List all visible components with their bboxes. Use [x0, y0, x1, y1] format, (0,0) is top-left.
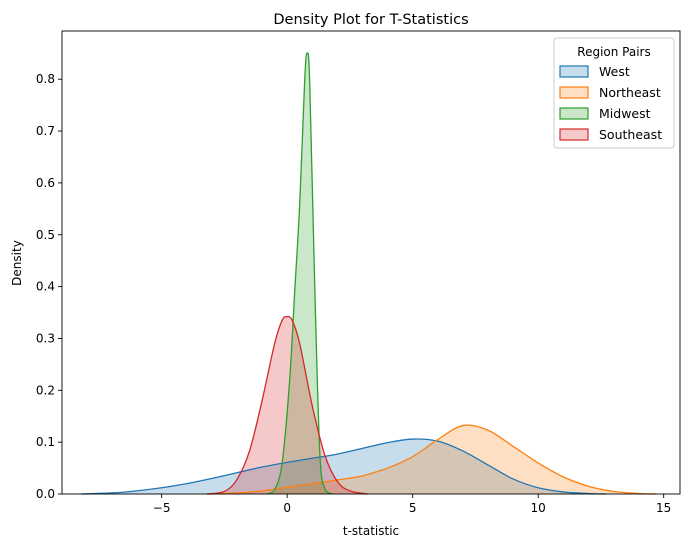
legend: Region Pairs West Northeast Midwest Southea…	[553, 37, 675, 149]
y-tick-label: 0.1	[36, 435, 55, 449]
density-line-midwest	[266, 52, 333, 495]
y-axis-label: Density	[10, 240, 24, 286]
plot-frame	[61, 30, 681, 495]
y-tick-label: 0.4	[36, 280, 55, 294]
y-tick-label: 0.0	[36, 487, 55, 501]
x-tick-label: 5	[409, 501, 417, 515]
legend-swatch-northeast	[559, 86, 589, 99]
legend-swatch-west	[559, 65, 589, 78]
density-line-northeast	[206, 424, 657, 495]
density-line-west	[81, 438, 606, 495]
x-axis: −5 0 5 10 15	[153, 494, 671, 515]
chart-title: Density Plot for T-Statistics	[273, 12, 468, 28]
legend-swatch-midwest	[559, 107, 589, 120]
density-area-northeast	[206, 425, 657, 494]
legend-label-midwest: Midwest	[599, 106, 651, 121]
y-tick-label: 0.3	[36, 331, 55, 345]
x-tick-label: 10	[531, 501, 546, 515]
density-lines	[81, 52, 657, 495]
y-tick-label: 0.6	[36, 176, 55, 190]
x-axis-label: t-statistic	[343, 524, 399, 538]
y-axis: 0.0 0.1 0.2 0.3 0.4 0.5 0.6 0.7 0.8	[36, 72, 62, 501]
y-tick-label: 0.7	[36, 124, 55, 138]
y-tick-label: 0.2	[36, 383, 55, 397]
density-line-southeast	[206, 315, 368, 495]
density-area-midwest	[267, 53, 333, 494]
legend-label-west: West	[599, 64, 630, 79]
density-area-west	[81, 438, 606, 494]
y-tick-label: 0.8	[36, 72, 55, 86]
x-tick-label: 0	[283, 501, 291, 515]
legend-label-southeast: Southeast	[599, 127, 662, 142]
y-tick-label: 0.5	[36, 228, 55, 242]
legend-label-northeast: Northeast	[599, 85, 661, 100]
legend-title: Region Pairs	[577, 45, 650, 59]
legend-swatch-southeast	[559, 128, 589, 141]
x-tick-label: −5	[153, 501, 171, 515]
x-tick-label: 15	[656, 501, 671, 515]
